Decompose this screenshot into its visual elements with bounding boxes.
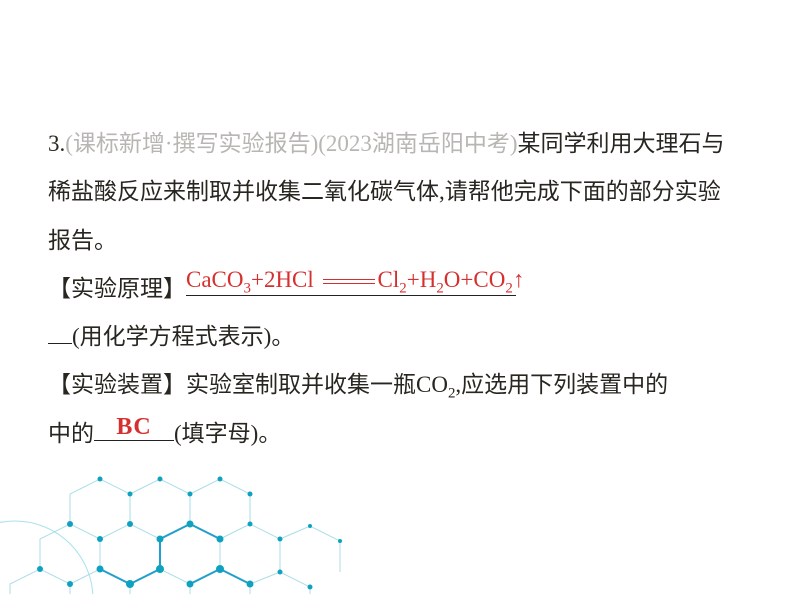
eq-lhs1: CaCO	[186, 267, 244, 292]
hint2: (填字母)。	[174, 421, 281, 446]
equals-bar-icon	[323, 279, 375, 284]
section2-tail: 中的	[48, 421, 94, 446]
eq-up: ↑	[513, 267, 525, 292]
section2-label: 【实验装置】	[48, 372, 186, 397]
slide-page: 3.(课标新增·撰写实验报告)(2023湖南岳阳中考)某同学利用大理石与稀盐酸反…	[0, 0, 794, 594]
eq-r3s: 2	[505, 280, 512, 296]
eq-r3: O+CO	[444, 267, 506, 292]
eq-plus1: +2HCl	[251, 267, 314, 292]
blank-equation: CaCO3+2HCl Cl2+H2O+CO2↑	[186, 268, 516, 296]
section2-text-a: 实验室制取并收集一瓶CO	[186, 372, 448, 397]
question-body: 3.(课标新增·撰写实验报告)(2023湖南岳阳中考)某同学利用大理石与稀盐酸反…	[48, 120, 734, 459]
eq-r2: +H	[407, 267, 437, 292]
section2-text-b: ,应选用下列装置中的	[455, 372, 668, 397]
question-number: 3.	[48, 131, 65, 156]
section1-label: 【实验原理】	[48, 276, 186, 301]
eq-r1s: 2	[399, 280, 406, 296]
answer-device: BC	[94, 402, 174, 452]
answer-equation: CaCO3+2HCl Cl2+H2O+CO2↑	[186, 256, 516, 305]
question-tag: (课标新增·撰写实验报告)(2023湖南岳阳中考)	[65, 131, 517, 156]
hint1: (用化学方程式表示)。	[72, 324, 294, 349]
eq-lhs1-sub: 3	[244, 280, 251, 296]
blank-device: BC	[94, 414, 174, 442]
eq-r2s: 2	[436, 280, 443, 296]
eq-r1: Cl	[378, 267, 400, 292]
blank-tail	[48, 319, 72, 344]
